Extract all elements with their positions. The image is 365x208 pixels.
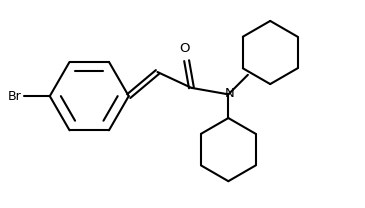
- Text: O: O: [180, 42, 190, 55]
- Text: Br: Br: [7, 90, 21, 103]
- Text: N: N: [224, 87, 234, 100]
